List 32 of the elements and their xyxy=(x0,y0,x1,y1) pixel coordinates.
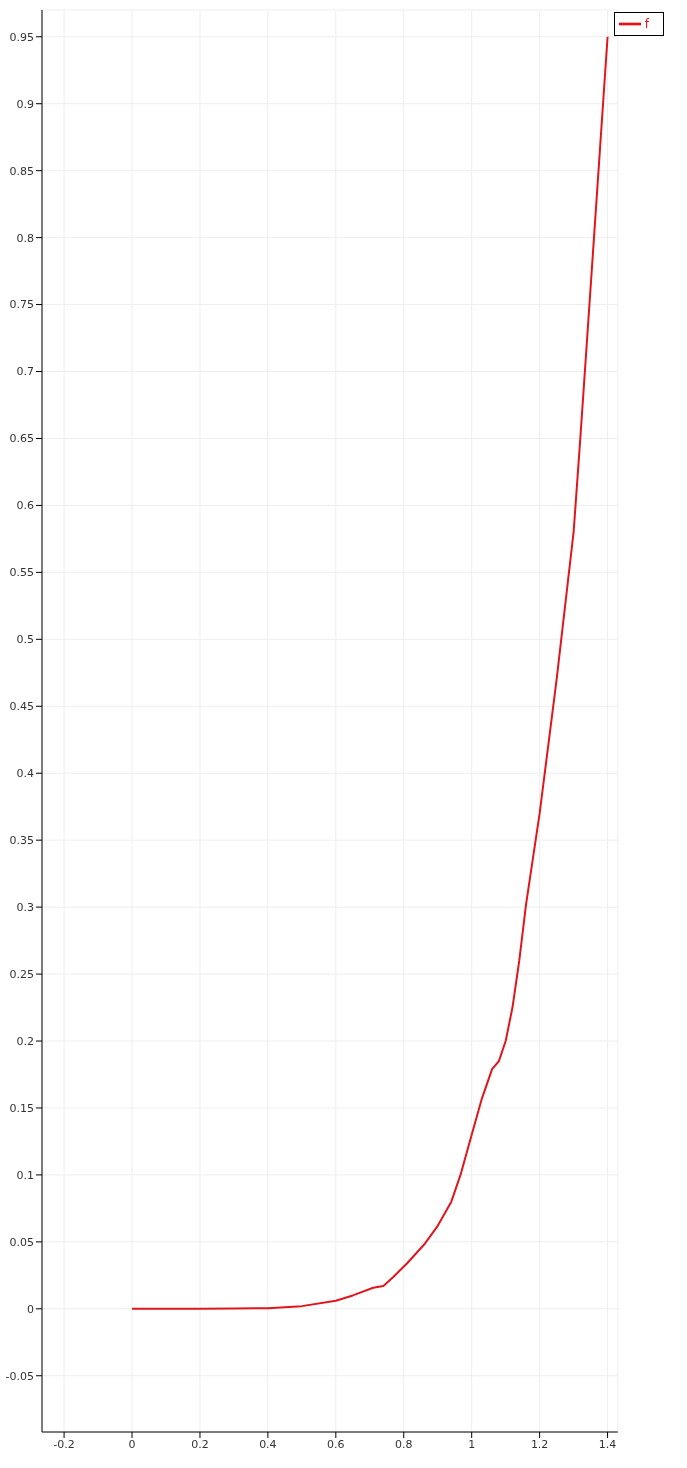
y-tick-label: 0.55 xyxy=(9,566,34,580)
line-series xyxy=(131,35,609,1310)
y-tick-label: 0.2 xyxy=(16,1034,34,1048)
y-tick-label: 0.35 xyxy=(9,834,34,848)
x-tick-label: 1.4 xyxy=(598,1437,617,1451)
y-tick-label: 0.3 xyxy=(16,901,34,915)
y-tick-label: 0.45 xyxy=(9,700,34,714)
y-tick-label: 0.6 xyxy=(16,499,34,513)
y-tick-label: 0.9 xyxy=(16,97,34,111)
x-tick-label: 0.2 xyxy=(191,1437,209,1451)
y-tick-label: -0.05 xyxy=(5,1369,34,1383)
y-tick-label: 0.65 xyxy=(9,432,34,446)
y-tick-label: 0.4 xyxy=(16,767,34,781)
legend-label: f xyxy=(644,16,649,31)
x-tick-label: 0.8 xyxy=(395,1437,413,1451)
y-tick-label: 0.85 xyxy=(9,164,34,178)
y-tick-label: 0.7 xyxy=(16,365,34,379)
x-tick-label: -0.2 xyxy=(53,1437,75,1451)
y-tick-label: 0.5 xyxy=(16,633,34,647)
y-tick-label: 0 xyxy=(27,1302,34,1316)
x-tick-label: 0 xyxy=(128,1437,136,1451)
y-tick-label: 0.75 xyxy=(9,298,34,312)
x-tick-label: 1.2 xyxy=(530,1437,549,1451)
y-tick-label: 0.15 xyxy=(9,1101,34,1115)
x-tick-label: 0.4 xyxy=(259,1437,277,1451)
y-tick-label: 0.05 xyxy=(9,1235,34,1249)
y-tick-label: 0.8 xyxy=(16,231,34,245)
y-tick-label: 0.1 xyxy=(16,1168,34,1182)
x-tick-label: 0.6 xyxy=(327,1437,345,1451)
y-tick-label: 0.25 xyxy=(9,967,34,981)
x-tick-label: 1 xyxy=(468,1437,476,1451)
y-tick-label: 0.95 xyxy=(9,30,34,44)
